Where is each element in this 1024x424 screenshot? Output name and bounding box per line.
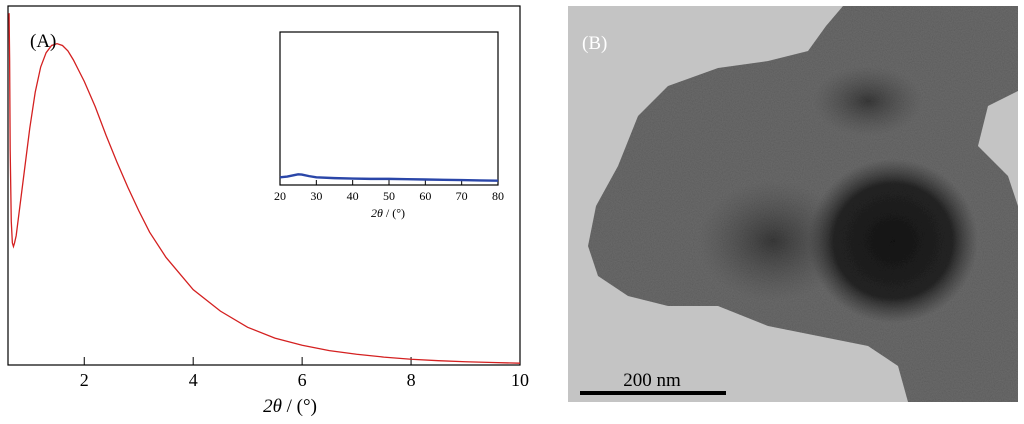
inset-x-tick-label-20: 20 (274, 189, 286, 203)
inset-x-ticks: 20 30 40 50 60 70 80 (274, 180, 504, 203)
dark-core-right (808, 159, 978, 323)
main-x-axis-label: 2θ / (°) (263, 396, 317, 417)
inset-x-tick-label-40: 40 (347, 189, 359, 203)
main-x-axis-var: 2θ (263, 396, 282, 417)
inset-x-tick-label-80: 80 (492, 189, 504, 203)
scale-bar-label: 200 nm (623, 370, 681, 391)
scale-bar (580, 391, 726, 395)
main-x-ticks: 2 4 6 8 10 (80, 357, 529, 390)
main-x-tick-label-6: 6 (298, 370, 307, 390)
main-x-tick-label-4: 4 (189, 370, 198, 390)
inset-x-axis-var: 2θ (371, 206, 383, 220)
inset-x-tick-label-60: 60 (419, 189, 431, 203)
main-x-tick-label-2: 2 (80, 370, 89, 390)
inset-x-tick-label-50: 50 (383, 189, 395, 203)
inset-x-tick-label-30: 30 (310, 189, 322, 203)
dark-region-top (813, 66, 923, 136)
main-chart: 2 4 6 8 10 (A) 2θ / (°) 20 30 40 50 60 70 80 2θ / … (7, 5, 529, 417)
main-x-tick-label-8: 8 (407, 370, 416, 390)
waxs-series-line (279, 173, 499, 182)
inset-x-tick-label-70: 70 (456, 189, 468, 203)
main-x-axis-unit: / (°) (282, 396, 317, 417)
particle-cluster (588, 6, 1018, 402)
inset-plot-frame (279, 31, 499, 186)
tem-micrograph: (B) 200 nm (568, 6, 1018, 402)
main-x-tick-label-10: 10 (511, 370, 529, 390)
main-plot-frame (7, 5, 521, 366)
saxs-series-line (8, 13, 521, 364)
panel-label-b: (B) (582, 33, 607, 54)
inset-x-axis-label: 2θ / (°) (371, 206, 405, 220)
inset-x-axis-unit: / (°) (383, 206, 405, 220)
dark-core-left (698, 181, 848, 301)
panel-label-a: (A) (30, 31, 56, 52)
